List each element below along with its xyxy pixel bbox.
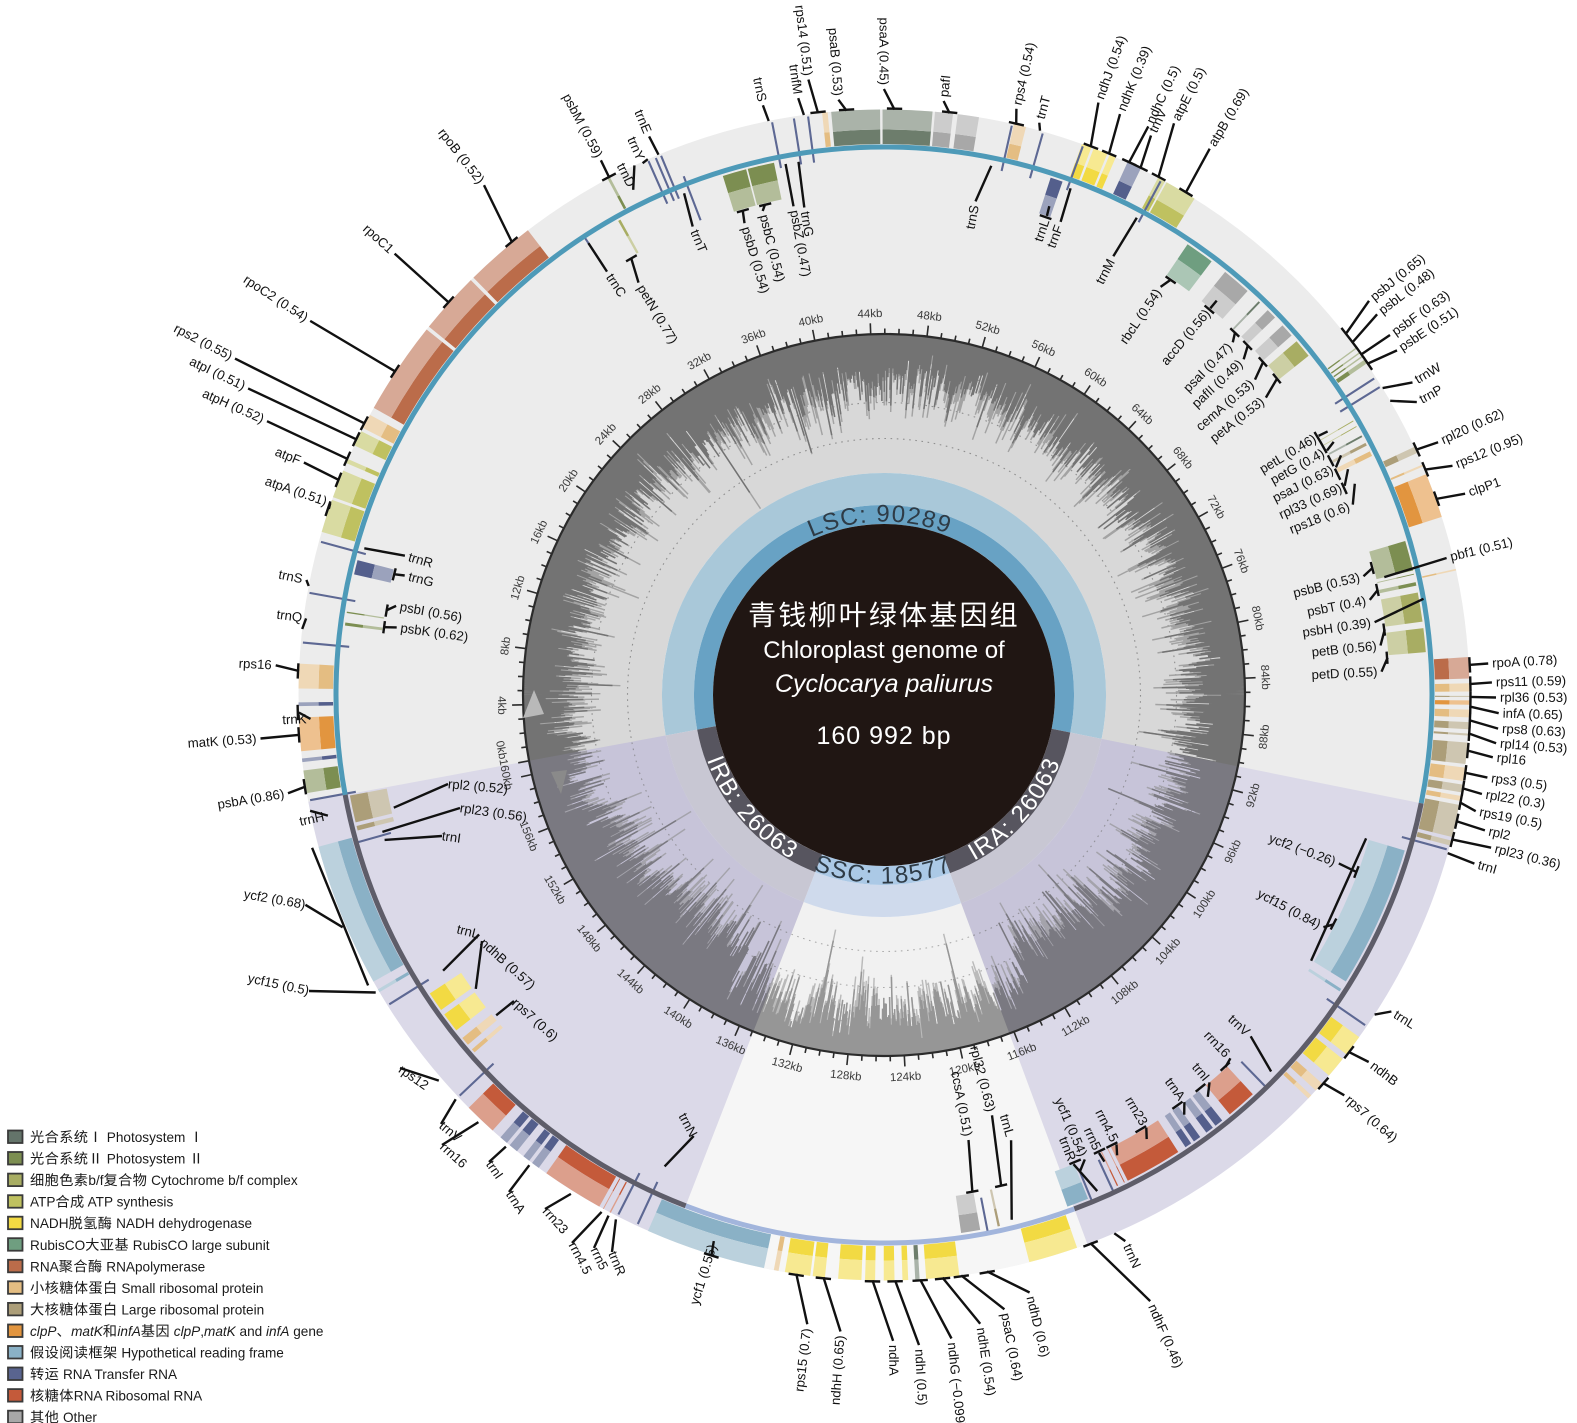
svg-text:psaA (0.45): psaA (0.45) [877,18,892,85]
svg-text:trnI: trnI [441,828,462,846]
svg-text:84kb: 84kb [1258,665,1271,690]
svg-text:ndhH (0.65): ndhH (0.65) [828,1335,848,1405]
svg-text:RubisCO: RubisCO [30,1238,85,1253]
svg-text:petB (0.56): petB (0.56) [1311,638,1377,659]
svg-text:trnS: trnS [277,567,304,586]
svg-text:Large ribosomal protein: Large ribosomal protein [118,1302,265,1317]
svg-text:4kb: 4kb [495,696,508,715]
svg-text:ndhI (0.5): ndhI (0.5) [912,1349,930,1406]
svg-text:trnR: trnR [407,549,435,570]
svg-text:Chloroplast genome of: Chloroplast genome of [763,637,1005,664]
svg-text:Photosystem: Photosystem [103,1152,189,1167]
svg-text:trnS: trnS [963,204,982,231]
svg-text:ATP: ATP [30,1195,55,1210]
svg-text:128kb: 128kb [830,1069,862,1084]
svg-text:ndhA: ndhA [886,1345,901,1376]
svg-text:Cytochrome b/f complex: Cytochrome b/f complex [147,1173,298,1188]
svg-text:48kb: 48kb [916,309,942,324]
svg-text:pafI: pafI [936,74,953,97]
svg-text:rpl14 (0.53): rpl14 (0.53) [1500,736,1568,756]
svg-text:infA (0.65): infA (0.65) [1502,706,1563,723]
svg-text:RNA Ribosomal RNA: RNA Ribosomal RNA [74,1389,203,1404]
svg-text:trnL: trnL [455,921,481,941]
svg-text:Small ribosomal protein: Small ribosomal protein [118,1281,264,1296]
svg-text:RNA Transfer RNA: RNA Transfer RNA [59,1367,178,1382]
svg-text:psaB (0.53): psaB (0.53) [826,27,846,96]
svg-text:petD (0.55): petD (0.55) [1311,664,1378,682]
svg-text:Hypothetical reading frame: Hypothetical reading frame [118,1346,284,1361]
svg-text:trnQ: trnQ [276,607,303,625]
svg-text:NADH: NADH [30,1216,69,1231]
svg-text:trnK: trnK [282,711,307,727]
svg-text:Photosystem: Photosystem [103,1130,189,1145]
svg-text:160 992 bp: 160 992 bp [816,722,951,750]
svg-text:rps8 (0.63): rps8 (0.63) [1502,721,1566,739]
svg-text:40kb: 40kb [798,313,825,330]
svg-text:trnG: trnG [407,569,436,590]
svg-text:ATP synthesis: ATP synthesis [85,1195,174,1210]
svg-text:rpl2 (0.52): rpl2 (0.52) [447,776,508,796]
svg-text:b/f: b/f [88,1173,103,1188]
svg-text:rpoA (0.78): rpoA (0.78) [1492,652,1558,670]
svg-text:trnT: trnT [1033,94,1054,121]
svg-text:trnI: trnI [1476,857,1498,877]
svg-text:NADH dehydrogenase: NADH dehydrogenase [112,1216,252,1231]
svg-text:trnS: trnS [750,76,770,103]
svg-text:clpP: clpP [30,1324,56,1339]
svg-text:trnL: trnL [1031,217,1053,243]
svg-text:rps11 (0.59): rps11 (0.59) [1496,673,1566,689]
svg-text:matK (0.53): matK (0.53) [187,731,257,751]
svg-text:rpl16: rpl16 [1496,750,1527,768]
svg-text:RNApolymerase: RNApolymerase [103,1259,206,1274]
svg-text:88kb: 88kb [1257,724,1272,750]
svg-text:trnL: trnL [997,1112,1018,1138]
svg-text:rpl2: rpl2 [1487,824,1512,843]
svg-text:trnH: trnH [298,809,326,829]
svg-text:RubisCO large subunit: RubisCO large subunit [129,1238,270,1253]
svg-text:infA: infA [117,1324,140,1339]
svg-text:124kb: 124kb [890,1071,922,1085]
svg-text:80kb: 80kb [1249,605,1266,632]
svg-text:trnG: trnG [798,210,817,238]
svg-text:RNA: RNA [30,1259,60,1274]
svg-text:8kb: 8kb [499,636,513,656]
svg-text:trnfM: trnfM [786,63,805,95]
svg-text:Cyclocarya paliurus: Cyclocarya paliurus [775,670,993,698]
svg-text:clpP,matK and infA gene: clpP,matK and infA gene [170,1324,323,1339]
svg-text:44kb: 44kb [857,308,882,321]
svg-text:rps16: rps16 [238,656,272,673]
svg-text:Other: Other [59,1410,97,1423]
svg-text:matK: matK [71,1324,104,1339]
svg-text:rpl36 (0.53): rpl36 (0.53) [1500,690,1568,705]
